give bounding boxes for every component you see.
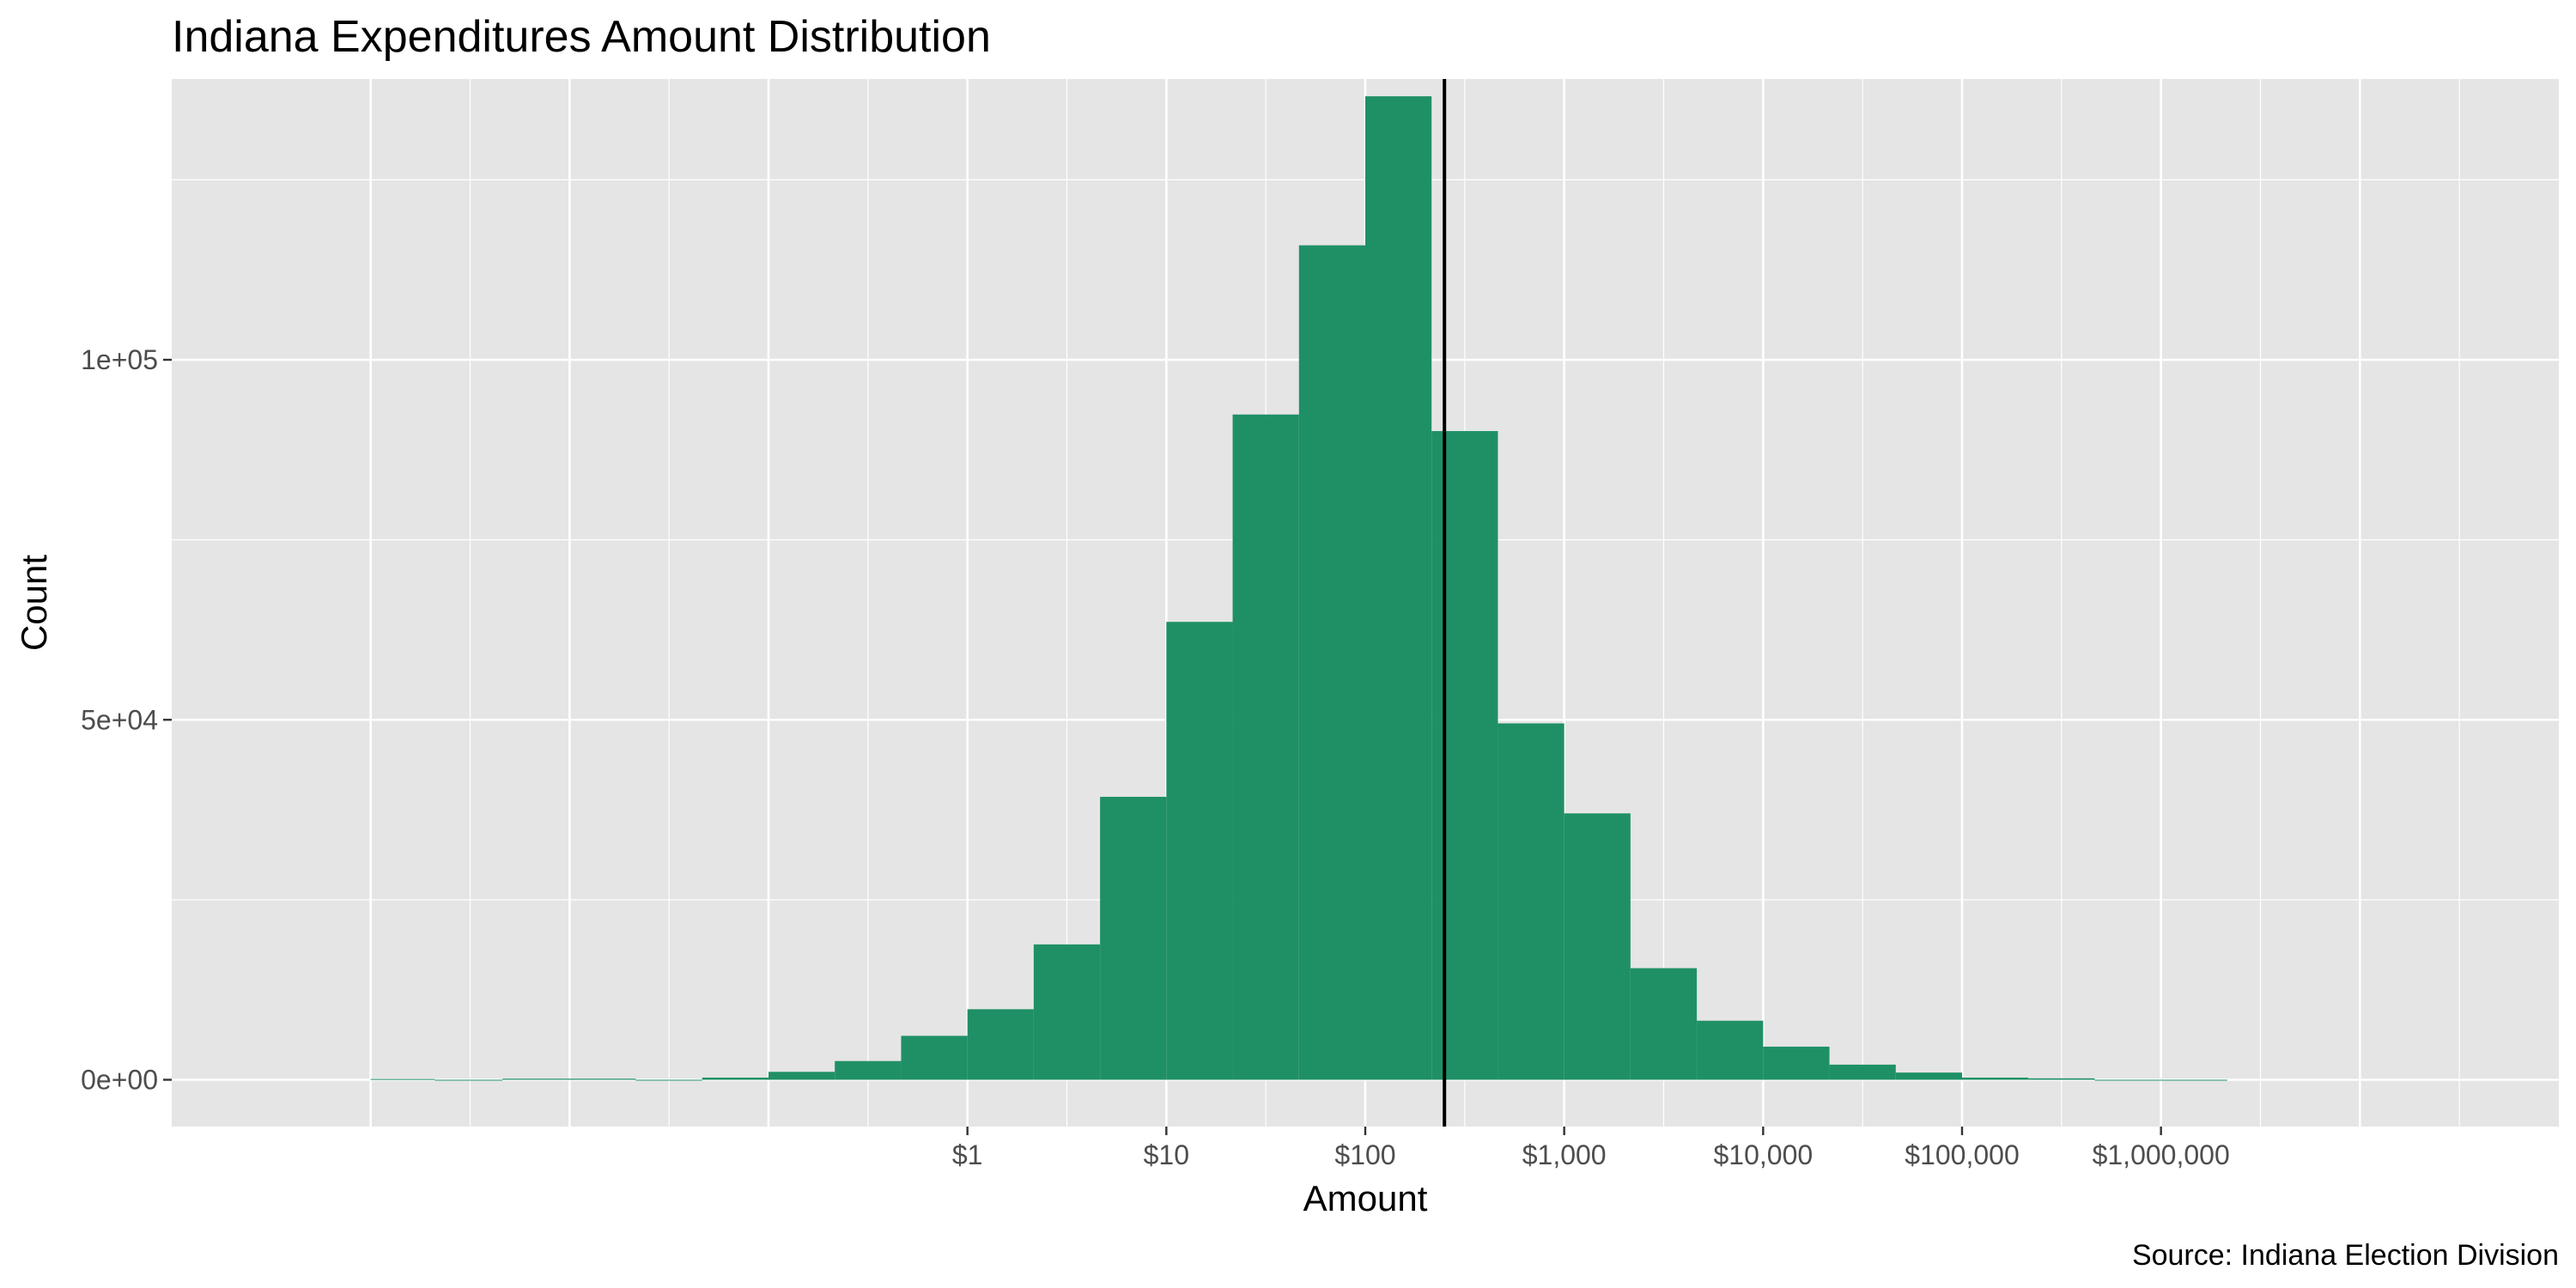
histogram-bar xyxy=(434,1079,503,1081)
histogram-bar xyxy=(901,1036,968,1080)
histogram-bars xyxy=(370,96,2227,1081)
y-axis-title: Count xyxy=(14,555,54,651)
histogram-bar xyxy=(370,1078,435,1080)
x-tick-label: $1,000,000 xyxy=(2093,1139,2230,1170)
x-tick-label: $100,000 xyxy=(1905,1139,2019,1170)
histogram-bar xyxy=(2094,1079,2161,1081)
histogram-bar xyxy=(702,1077,769,1080)
x-tick-label: $10,000 xyxy=(1713,1139,1813,1170)
histogram-bar xyxy=(1498,723,1564,1080)
histogram-bar xyxy=(2028,1078,2095,1080)
histogram-bar xyxy=(1630,968,1698,1080)
histogram-bar xyxy=(1232,414,1299,1080)
y-tick-label: 0e+00 xyxy=(81,1064,158,1095)
x-tick-label: $1 xyxy=(952,1139,983,1170)
histogram-bar xyxy=(1298,245,1365,1080)
x-tick-label: $10 xyxy=(1144,1139,1189,1170)
x-tick-label: $1,000 xyxy=(1522,1139,1607,1170)
histogram-bar xyxy=(769,1072,835,1080)
histogram-bar xyxy=(635,1079,702,1081)
y-tick-label: 1e+05 xyxy=(81,344,158,375)
source-caption: Source: Indiana Election Division xyxy=(2132,1239,2559,1272)
histogram-bar xyxy=(502,1078,570,1080)
y-tick-label: 5e+04 xyxy=(81,704,158,735)
histogram-bar xyxy=(1895,1072,1962,1080)
x-axis-title: Amount xyxy=(1303,1178,1428,1218)
histogram-bar xyxy=(1033,944,1101,1080)
histogram-bar xyxy=(1431,431,1498,1080)
x-tick-label: $100 xyxy=(1334,1139,1395,1170)
histogram-bar xyxy=(1962,1077,2029,1080)
histogram-bar xyxy=(1564,813,1631,1080)
chart-title: Indiana Expenditures Amount Distribution xyxy=(172,12,991,62)
histogram-bar xyxy=(835,1060,902,1080)
histogram-bar xyxy=(1166,622,1233,1080)
histogram-bar xyxy=(1763,1046,1830,1080)
histogram-bar xyxy=(1829,1064,1896,1080)
histogram-bar xyxy=(2160,1079,2227,1081)
histogram-bar xyxy=(1365,96,1432,1080)
histogram-bar xyxy=(967,1009,1034,1080)
y-axis-ticks: 0e+00 5e+04 1e+05 xyxy=(81,344,172,1095)
histogram-bar xyxy=(569,1078,636,1080)
x-axis-ticks: $1 $10 $100 $1,000 $10,000 $100,000 $1,000,000 xyxy=(952,1127,2230,1170)
histogram-bar xyxy=(1697,1020,1764,1080)
histogram-bar xyxy=(1100,796,1167,1080)
